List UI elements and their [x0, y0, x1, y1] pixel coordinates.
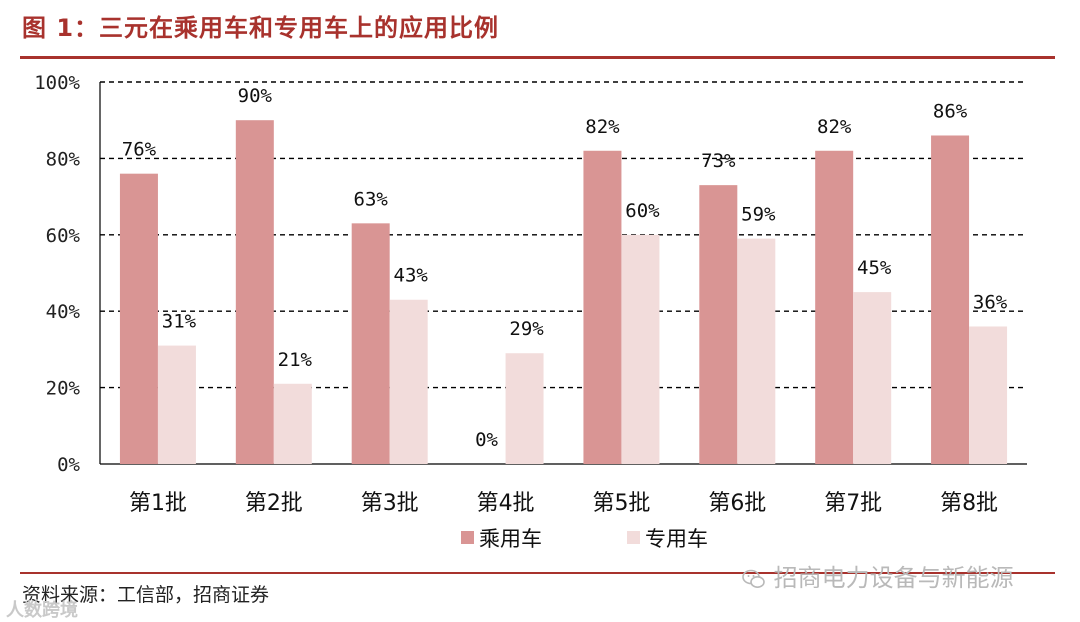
bar-passenger — [931, 135, 970, 465]
bar-chart: 0% 20% 40% 60% 80% 100% 76% 31% 第1批 90% 21% 第2批 63% 4… — [34, 72, 1027, 551]
bar-special — [621, 234, 660, 464]
legend-swatch — [627, 531, 640, 544]
chart-title: 图 1：三元在乘用车和专用车上的应用比例 — [22, 14, 500, 42]
bar-passenger — [235, 120, 274, 464]
data-label: 63% — [354, 188, 389, 210]
legend-swatch — [461, 531, 474, 544]
y-tick-label: 40% — [46, 301, 81, 323]
legend-label: 专用车 — [645, 527, 708, 551]
data-label: 60% — [625, 200, 660, 222]
data-label: 90% — [238, 85, 273, 107]
bar-passenger — [351, 223, 390, 464]
bar-special — [853, 292, 892, 464]
y-tick-label: 100% — [34, 72, 80, 94]
data-label: 0% — [475, 429, 498, 451]
y-tick-label: 60% — [46, 225, 81, 247]
data-label: 45% — [857, 257, 892, 279]
x-tick-label: 第8批 — [940, 491, 998, 516]
y-tick-label: 80% — [46, 148, 81, 170]
bar-passenger — [815, 150, 854, 464]
bar-special — [273, 383, 312, 464]
watermark-right: 招商电力设备与新能源 — [742, 558, 1014, 593]
x-tick-label: 第6批 — [708, 491, 766, 516]
x-tick-label: 第5批 — [592, 491, 650, 516]
data-label: 21% — [278, 349, 313, 371]
x-tick-label: 第3批 — [361, 491, 419, 516]
bar-special — [505, 353, 544, 464]
wechat-icon — [742, 569, 765, 588]
bar-special — [157, 345, 196, 464]
top-rule — [20, 56, 1055, 59]
bar-special — [737, 238, 776, 464]
bar-passenger — [699, 185, 738, 464]
watermark-left: 人数跨境 — [6, 600, 78, 621]
bar-special — [389, 299, 428, 464]
data-label: 76% — [122, 139, 157, 161]
data-label: 31% — [162, 311, 197, 333]
data-label: 82% — [817, 116, 852, 138]
bottom-rule — [20, 572, 1055, 574]
x-tick-label: 第7批 — [824, 491, 882, 516]
y-tick-label: 0% — [57, 454, 80, 476]
data-label: 29% — [509, 318, 544, 340]
bar-passenger — [583, 150, 622, 464]
bar-special — [969, 326, 1008, 464]
data-label: 86% — [933, 100, 968, 122]
x-tick-label: 第4批 — [477, 491, 535, 516]
bar-passenger — [119, 173, 158, 464]
y-tick-label: 20% — [46, 378, 81, 400]
data-label: 73% — [701, 150, 736, 172]
data-label: 82% — [585, 116, 620, 138]
x-tick-label: 第2批 — [245, 491, 303, 516]
x-tick-label: 第1批 — [129, 491, 187, 516]
data-label: 59% — [741, 204, 776, 226]
source-note: 资料来源：工信部，招商证券 — [22, 584, 270, 606]
data-label: 36% — [973, 291, 1008, 313]
data-label: 43% — [394, 265, 429, 287]
legend-label: 乘用车 — [479, 527, 542, 551]
watermark-right-text: 招商电力设备与新能源 — [773, 564, 1014, 592]
